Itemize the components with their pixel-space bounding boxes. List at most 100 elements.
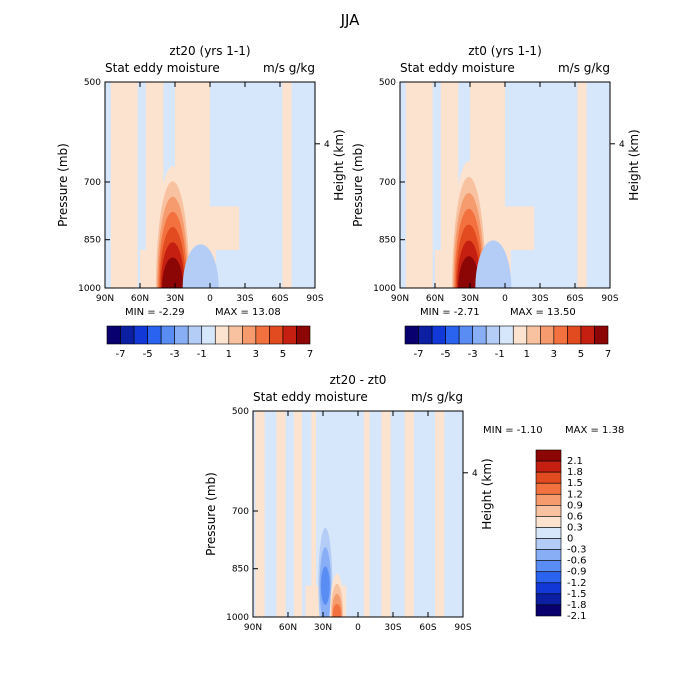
field-contour: [332, 603, 342, 617]
variable-label: Stat eddy moisture: [105, 61, 220, 75]
y2-axis-label: Height (km): [332, 129, 346, 200]
field-band: [499, 206, 535, 251]
colorbar-box: [535, 493, 562, 506]
colorbar-box: [535, 549, 562, 561]
colorbar: -7 -5 -3 -1 1 3 5 7: [404, 325, 611, 360]
x-tick-label: 0: [355, 623, 361, 633]
colorbar-label: 1: [226, 349, 232, 360]
colorbar-box: [512, 325, 528, 345]
colorbar-label: -0.6: [567, 556, 587, 567]
y-axis-label: Pressure (mb): [204, 472, 218, 556]
min-label: MIN = -2.71: [420, 307, 480, 318]
colorbar-label: 1.5: [567, 478, 583, 489]
field-contour: [320, 566, 330, 605]
colorbar-box: [418, 325, 433, 345]
colorbar-label: -5: [441, 349, 451, 360]
y2-tick-label: 4: [619, 140, 625, 150]
field-contour: [182, 244, 219, 288]
variable-label: Stat eddy moisture: [253, 390, 368, 404]
variable-label: Stat eddy moisture: [400, 61, 515, 75]
colorbar-box: [567, 325, 582, 345]
colorbar-label: 1.2: [567, 489, 583, 500]
y-tick-label: 700: [379, 178, 396, 188]
field-band: [255, 411, 265, 617]
field-band: [405, 82, 433, 288]
colorbar-label: -5: [143, 349, 153, 360]
colorbar: 2.11.81.51.20.90.60.30-0.3-0.6-0.9-1.2-1…: [535, 449, 587, 622]
colorbar-box: [594, 325, 609, 345]
colorbar-box: [535, 538, 562, 550]
field-band: [577, 82, 587, 288]
panel-zt0: zt0 (yrs 1-1) Stat eddy moisture m/s g/kg 9…: [351, 44, 641, 360]
colorbar-box: [535, 449, 562, 462]
colorbar-label: 0.9: [567, 500, 583, 511]
colorbar-box: [174, 325, 189, 345]
colorbar-box: [535, 560, 562, 573]
colorbar-label: -0.3: [567, 545, 587, 556]
x-tick-label: 30S: [384, 623, 401, 633]
colorbar-label: 7: [307, 349, 313, 360]
colorbar-box: [535, 527, 562, 539]
x-tick-label: 30N: [314, 623, 332, 633]
y-tick-label: 700: [84, 178, 101, 188]
colorbar-box: [499, 325, 514, 345]
colorbar-box: [228, 325, 243, 345]
field-band: [293, 411, 302, 617]
colorbar-box: [133, 325, 148, 345]
field-contour: [459, 272, 479, 288]
max-label: MAX = 13.08: [215, 307, 281, 318]
colorbar-box: [106, 325, 121, 345]
x-tick-label: 30N: [461, 294, 479, 304]
colorbar-label: -3: [468, 349, 478, 360]
units-label: m/s g/kg: [411, 390, 463, 404]
colorbar-label: -1: [495, 349, 505, 360]
field-band: [110, 82, 138, 288]
x-tick-label: 90N: [244, 623, 262, 633]
colorbar-box: [535, 505, 562, 517]
colorbar-box: [535, 482, 562, 495]
colorbar-label: -1.2: [567, 578, 587, 589]
field-band: [276, 411, 286, 617]
y-axis-label: Pressure (mb): [56, 143, 70, 227]
colorbar-box: [160, 325, 175, 345]
y2-tick-label: 4: [472, 469, 478, 479]
field-background: [253, 411, 463, 617]
min-label: MIN = -2.29: [125, 307, 185, 318]
x-tick-label: 90S: [454, 623, 471, 633]
y-axis-label: Pressure (mb): [351, 143, 365, 227]
units-label: m/s g/kg: [263, 61, 315, 75]
colorbar-label: -7: [116, 349, 126, 360]
x-tick-label: 60N: [426, 294, 444, 304]
colorbar-box: [296, 325, 311, 345]
colorbar-box: [535, 460, 562, 473]
x-tick-label: 60N: [131, 294, 149, 304]
max-label: MAX = 13.50: [510, 307, 576, 318]
field-band: [404, 411, 414, 617]
panel-zt20: zt20 (yrs 1-1) Stat eddy moisture m/s g/kg…: [56, 44, 346, 360]
colorbar-label: 7: [605, 349, 611, 360]
colorbar: -7 -5 -3 -1 1 3 5 7: [106, 325, 313, 360]
colorbar-box: [147, 325, 162, 345]
y-tick-label: 1000: [373, 284, 396, 294]
panel-title: zt20 - zt0: [330, 373, 387, 387]
min-label: MIN = -1.10: [483, 425, 543, 436]
colorbar-box: [535, 571, 562, 584]
colorbar-label: 0.6: [567, 511, 583, 522]
x-tick-label: 90S: [601, 294, 618, 304]
y-tick-label: 850: [379, 236, 396, 246]
y-tick-label: 850: [232, 565, 249, 575]
heatmap-field: [105, 82, 315, 288]
colorbar-label: -1.5: [567, 589, 587, 600]
x-tick-label: 60S: [271, 294, 288, 304]
field-contour: [163, 272, 183, 288]
colorbar-box: [269, 325, 284, 345]
field-band: [381, 411, 391, 617]
colorbar-label: -1.8: [567, 600, 587, 611]
colorbar-box: [201, 325, 216, 345]
colorbar-box: [535, 604, 562, 617]
colorbar-box: [580, 325, 595, 345]
heatmap-field: [253, 411, 463, 617]
colorbar-box: [553, 325, 568, 345]
x-tick-label: 0: [207, 294, 213, 304]
